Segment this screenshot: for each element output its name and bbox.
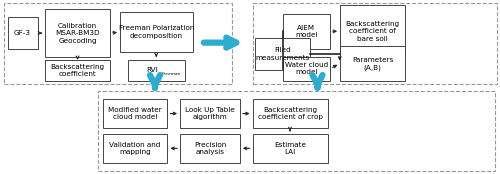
FancyBboxPatch shape [340, 46, 405, 81]
FancyBboxPatch shape [45, 60, 110, 81]
FancyBboxPatch shape [180, 99, 240, 128]
Text: Validation and
mapping: Validation and mapping [110, 142, 160, 155]
Text: RVI: RVI [146, 68, 158, 73]
FancyBboxPatch shape [8, 17, 38, 49]
FancyBboxPatch shape [340, 5, 405, 57]
Bar [98, 91, 495, 171]
Text: Calibration
MSAR-BM3D
Geocoding: Calibration MSAR-BM3D Geocoding [55, 23, 100, 44]
Text: AIEM
model: AIEM model [295, 25, 318, 38]
FancyBboxPatch shape [128, 60, 185, 81]
FancyBboxPatch shape [252, 134, 328, 163]
FancyBboxPatch shape [255, 38, 310, 70]
Text: Filed
measurements: Filed measurements [256, 47, 310, 61]
FancyBboxPatch shape [120, 12, 192, 52]
Bar [252, 3, 496, 84]
Text: Backscattering
coefficient: Backscattering coefficient [50, 64, 104, 77]
Text: Parameters
(A,B): Parameters (A,B) [352, 57, 393, 70]
Text: Freeman: Freeman [162, 72, 181, 76]
Text: Precision
analysis: Precision analysis [194, 142, 226, 155]
FancyBboxPatch shape [180, 134, 240, 163]
Bar [4, 3, 232, 84]
Text: Look Up Table
algorithm: Look Up Table algorithm [185, 107, 235, 120]
FancyBboxPatch shape [252, 99, 328, 128]
Text: Backscattering
coefficient of crop: Backscattering coefficient of crop [258, 107, 322, 120]
FancyBboxPatch shape [102, 134, 168, 163]
Text: GF-3: GF-3 [14, 30, 31, 36]
FancyBboxPatch shape [282, 57, 330, 81]
Text: Backscattering
coefficient of
bare soil: Backscattering coefficient of bare soil [346, 21, 400, 42]
Text: Estimate
LAI: Estimate LAI [274, 142, 306, 155]
FancyBboxPatch shape [102, 99, 168, 128]
Text: Modified water
cloud model: Modified water cloud model [108, 107, 162, 120]
FancyBboxPatch shape [45, 9, 110, 57]
Text: Water cloud
model: Water cloud model [284, 62, 328, 76]
Text: Freeman Polarization
decomposition: Freeman Polarization decomposition [118, 25, 194, 39]
FancyBboxPatch shape [282, 14, 330, 49]
